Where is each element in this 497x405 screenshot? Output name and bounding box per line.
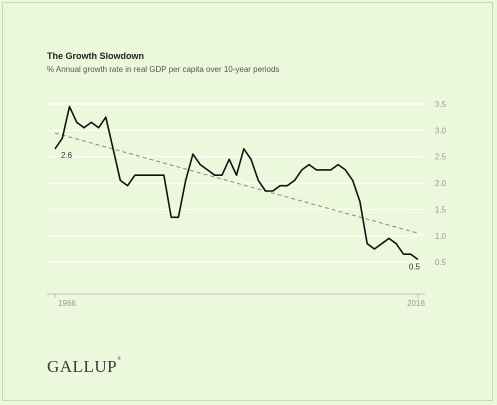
y-tick-label: 2.5 <box>435 153 447 162</box>
y-tick-label: 1.0 <box>435 232 447 241</box>
y-tick-label: 0.5 <box>435 258 447 267</box>
x-tick-label: 2016 <box>407 299 425 308</box>
y-tick-label: 1.5 <box>435 205 447 214</box>
y-tick-label: 3.0 <box>435 126 447 135</box>
series-line <box>54 105 419 261</box>
chart-title: The Growth Slowdown <box>47 51 144 61</box>
chart-frame <box>2 2 493 401</box>
y-tick-label: 2.0 <box>435 179 447 188</box>
logo-text: GALLUP <box>47 357 118 376</box>
chart-subtitle: % Annual growth rate in real GDP per cap… <box>47 65 280 74</box>
gallup-logo: GALLUP® <box>47 357 121 377</box>
annotation-label: 2.6 <box>61 151 73 160</box>
annotation-label: 0.5 <box>409 263 421 272</box>
logo-mark: ® <box>117 357 122 362</box>
y-tick-label: 3.5 <box>435 100 447 109</box>
x-tick-label: 1966 <box>58 299 76 308</box>
